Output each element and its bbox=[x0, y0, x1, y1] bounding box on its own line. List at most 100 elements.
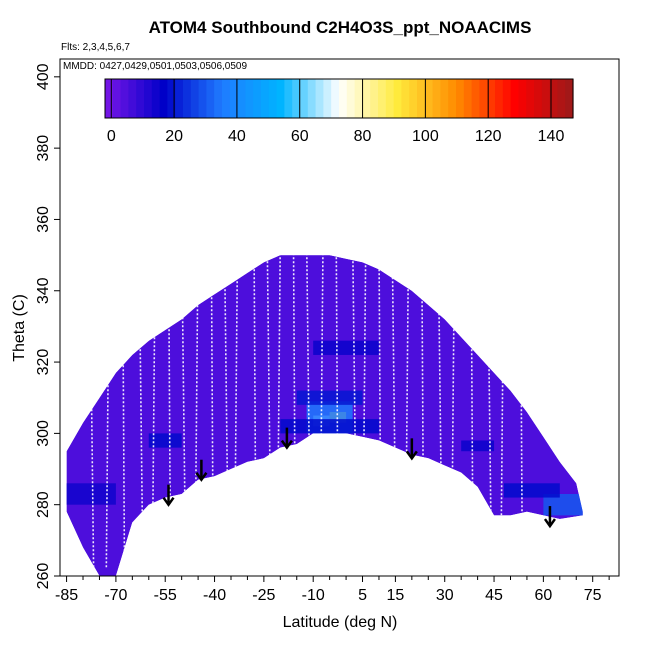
profile-arrow-head-4 bbox=[543, 518, 556, 529]
colorbar-segment bbox=[518, 79, 527, 118]
colorbar-segment bbox=[284, 79, 293, 118]
colorbar-segment bbox=[128, 79, 137, 118]
colorbar-label-3: 60 bbox=[291, 128, 309, 145]
colorbar-segment bbox=[112, 79, 122, 118]
x-tick-label-5: -10 bbox=[302, 587, 325, 604]
colorbar-segment bbox=[565, 79, 574, 118]
colorbar-segment bbox=[440, 79, 449, 118]
colorbar-segment bbox=[331, 79, 340, 118]
colorbar-segment bbox=[315, 79, 324, 118]
colorbar-label-0: 0 bbox=[107, 128, 116, 145]
y-axis-label: Theta (C) bbox=[11, 294, 28, 362]
colorbar-segment bbox=[268, 79, 278, 118]
colorbar-segment bbox=[432, 79, 441, 118]
colorbar-segment bbox=[198, 79, 207, 118]
colorbar-segment bbox=[323, 79, 332, 118]
colorbar-segment bbox=[471, 79, 480, 118]
colorbar-segment bbox=[354, 79, 363, 118]
colorbar-segment bbox=[183, 79, 192, 118]
colorbar-label-6: 120 bbox=[475, 128, 502, 145]
y-tick-label-7: 400 bbox=[35, 63, 52, 90]
colorbar-segment bbox=[105, 79, 114, 118]
profile-arrow-head-2 bbox=[280, 439, 293, 450]
colorbar-segment bbox=[307, 79, 317, 118]
x-tick-label-11: 75 bbox=[584, 587, 602, 604]
colorbar-segment bbox=[206, 79, 215, 118]
heatmap-field bbox=[66, 255, 583, 576]
colorbar-segment bbox=[167, 79, 176, 118]
flights-label: Flts: 2,3,4,5,6,7 bbox=[61, 42, 130, 53]
heatmap-cell-9 bbox=[461, 440, 495, 452]
colorbar-label-4: 80 bbox=[354, 128, 372, 145]
y-tick-label-1: 280 bbox=[35, 491, 52, 518]
heatmap-cell-8 bbox=[66, 483, 116, 505]
colorbar-segment bbox=[393, 79, 402, 118]
y-tick-label-3: 320 bbox=[35, 349, 52, 376]
y-tick-label-2: 300 bbox=[35, 420, 52, 447]
colorbar-segment bbox=[159, 79, 168, 118]
colorbar-segment bbox=[526, 79, 535, 118]
colorbar-segment bbox=[276, 79, 285, 118]
colorbar-segment bbox=[229, 79, 239, 118]
colorbar-segment bbox=[541, 79, 551, 118]
colorbar-segment bbox=[253, 79, 262, 118]
colorbar-segment bbox=[417, 79, 426, 118]
colorbar-segment bbox=[534, 79, 543, 118]
x-tick-label-6: 5 bbox=[358, 587, 367, 604]
flight-track-28 bbox=[500, 255, 505, 569]
x-tick-label-8: 30 bbox=[436, 587, 454, 604]
colorbar-segment bbox=[190, 79, 200, 118]
flight-track-1 bbox=[105, 255, 111, 569]
colorbar-segment bbox=[409, 79, 418, 118]
y-tick-label-0: 260 bbox=[35, 563, 52, 590]
colorbar-label-7: 140 bbox=[538, 128, 565, 145]
colorbar-segment bbox=[339, 79, 348, 118]
x-tick-label-4: -25 bbox=[252, 587, 275, 604]
colorbar-segment bbox=[448, 79, 457, 118]
heatmap-cell-3 bbox=[296, 390, 363, 405]
colorbar-segment bbox=[214, 79, 223, 118]
colorbar-segment bbox=[463, 79, 473, 118]
colorbar-segment bbox=[479, 79, 488, 118]
colorbar-segment bbox=[370, 79, 379, 118]
colorbar-segment bbox=[424, 79, 434, 118]
colorbar-segment bbox=[245, 79, 254, 118]
profile-arrow-head-1 bbox=[195, 472, 208, 482]
chart-title: ATOM4 Southbound C2H4O3S_ppt_NOAACIMS bbox=[148, 18, 532, 37]
profile-arrow-head-0 bbox=[162, 496, 175, 507]
heatmap-cell-7 bbox=[148, 433, 182, 448]
profile-arrow-head-3 bbox=[405, 450, 418, 461]
colorbar-segment bbox=[292, 79, 301, 118]
colorbar-segment bbox=[456, 79, 465, 118]
x-tick-label-3: -40 bbox=[203, 587, 226, 604]
colorbar-segment bbox=[222, 79, 231, 118]
x-tick-label-2: -55 bbox=[154, 587, 177, 604]
y-tick-label-4: 340 bbox=[35, 277, 52, 304]
flight-track-29 bbox=[519, 255, 524, 569]
colorbar-segment bbox=[237, 79, 246, 118]
plot-frame bbox=[59, 58, 620, 577]
x-tick-label-7: 15 bbox=[387, 587, 405, 604]
colorbar-segment bbox=[510, 79, 519, 118]
colorbar-segment bbox=[495, 79, 504, 118]
colorbar-segment bbox=[300, 79, 309, 118]
flight-track-2 bbox=[121, 255, 126, 569]
colorbar-segment bbox=[120, 79, 129, 118]
colorbar-segment bbox=[144, 79, 153, 118]
heatmap-cell-10 bbox=[313, 340, 379, 355]
colorbar-segment bbox=[175, 79, 184, 118]
colorbar-segment bbox=[261, 79, 270, 118]
colorbar-segment bbox=[487, 79, 496, 118]
flight-track-5 bbox=[167, 255, 172, 569]
heatmap-cell-6 bbox=[503, 483, 560, 498]
colorbar-segment bbox=[502, 79, 512, 118]
flight-track-23 bbox=[420, 255, 425, 569]
x-tick-label-1: -70 bbox=[104, 587, 127, 604]
flight-track-8 bbox=[210, 255, 215, 569]
colorbar-label-2: 40 bbox=[228, 128, 246, 145]
x-tick-label-9: 45 bbox=[485, 587, 503, 604]
colorbar-segment bbox=[362, 79, 371, 118]
flight-track-26 bbox=[470, 255, 474, 569]
